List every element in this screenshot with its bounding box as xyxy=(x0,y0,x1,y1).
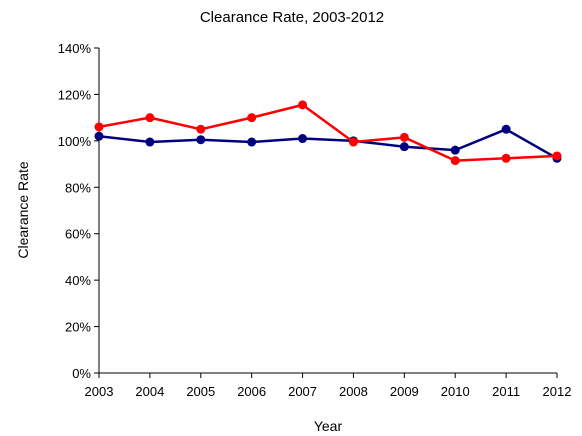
axes xyxy=(98,48,557,374)
y-tick-label: 120% xyxy=(58,87,92,102)
series-2-point xyxy=(94,122,104,132)
series-1-line xyxy=(98,128,558,160)
series-2-point xyxy=(450,156,460,166)
series-1-point xyxy=(145,137,155,147)
y-tick-label: 100% xyxy=(58,134,92,149)
y-ticks: 0% 20% 40% 60% 80% 100% 120% 140% xyxy=(58,41,99,381)
x-tick-label: 2003 xyxy=(85,384,114,399)
series-1-point xyxy=(399,142,409,152)
chart-title: Clearance Rate, 2003-2012 xyxy=(200,9,384,26)
series-2-point xyxy=(501,153,511,163)
series-1-point xyxy=(501,124,511,134)
series-group xyxy=(94,100,562,166)
series-2-point xyxy=(552,151,562,161)
x-tick-label: 2004 xyxy=(135,384,164,399)
y-axis-label: Clearance Rate xyxy=(15,161,31,258)
series-2-point xyxy=(348,137,358,147)
series-2-point xyxy=(196,124,206,134)
y-tick-label: 20% xyxy=(65,320,91,335)
x-tick-label: 2012 xyxy=(543,384,572,399)
x-tick-label: 2008 xyxy=(339,384,368,399)
series-1-point xyxy=(247,137,257,147)
series-2-point xyxy=(247,113,257,123)
series-2-point xyxy=(298,100,308,110)
x-axis-label: Year xyxy=(314,418,343,434)
x-tick-label: 2011 xyxy=(492,384,520,399)
x-tick-label: 2007 xyxy=(288,384,317,399)
x-tick-label: 2005 xyxy=(186,384,215,399)
series-2-point xyxy=(145,113,155,123)
y-tick-label: 0% xyxy=(72,366,91,381)
y-tick-label: 80% xyxy=(65,180,91,195)
series-2-line xyxy=(98,103,558,162)
x-tick-label: 2009 xyxy=(390,384,419,399)
series-1-point xyxy=(450,145,460,155)
x-ticks: 2003 2004 2005 2006 2007 2008 2009 2010 2011 2012 xyxy=(85,373,572,399)
y-tick-label: 40% xyxy=(65,273,91,288)
series-1-point xyxy=(298,134,308,144)
x-tick-label: 2010 xyxy=(441,384,470,399)
series-1-point xyxy=(196,135,206,145)
series-1-point xyxy=(94,131,104,141)
y-tick-label: 60% xyxy=(65,227,91,242)
x-tick-label: 2006 xyxy=(237,384,266,399)
series-2-point xyxy=(399,132,409,142)
y-tick-label: 140% xyxy=(58,41,92,56)
